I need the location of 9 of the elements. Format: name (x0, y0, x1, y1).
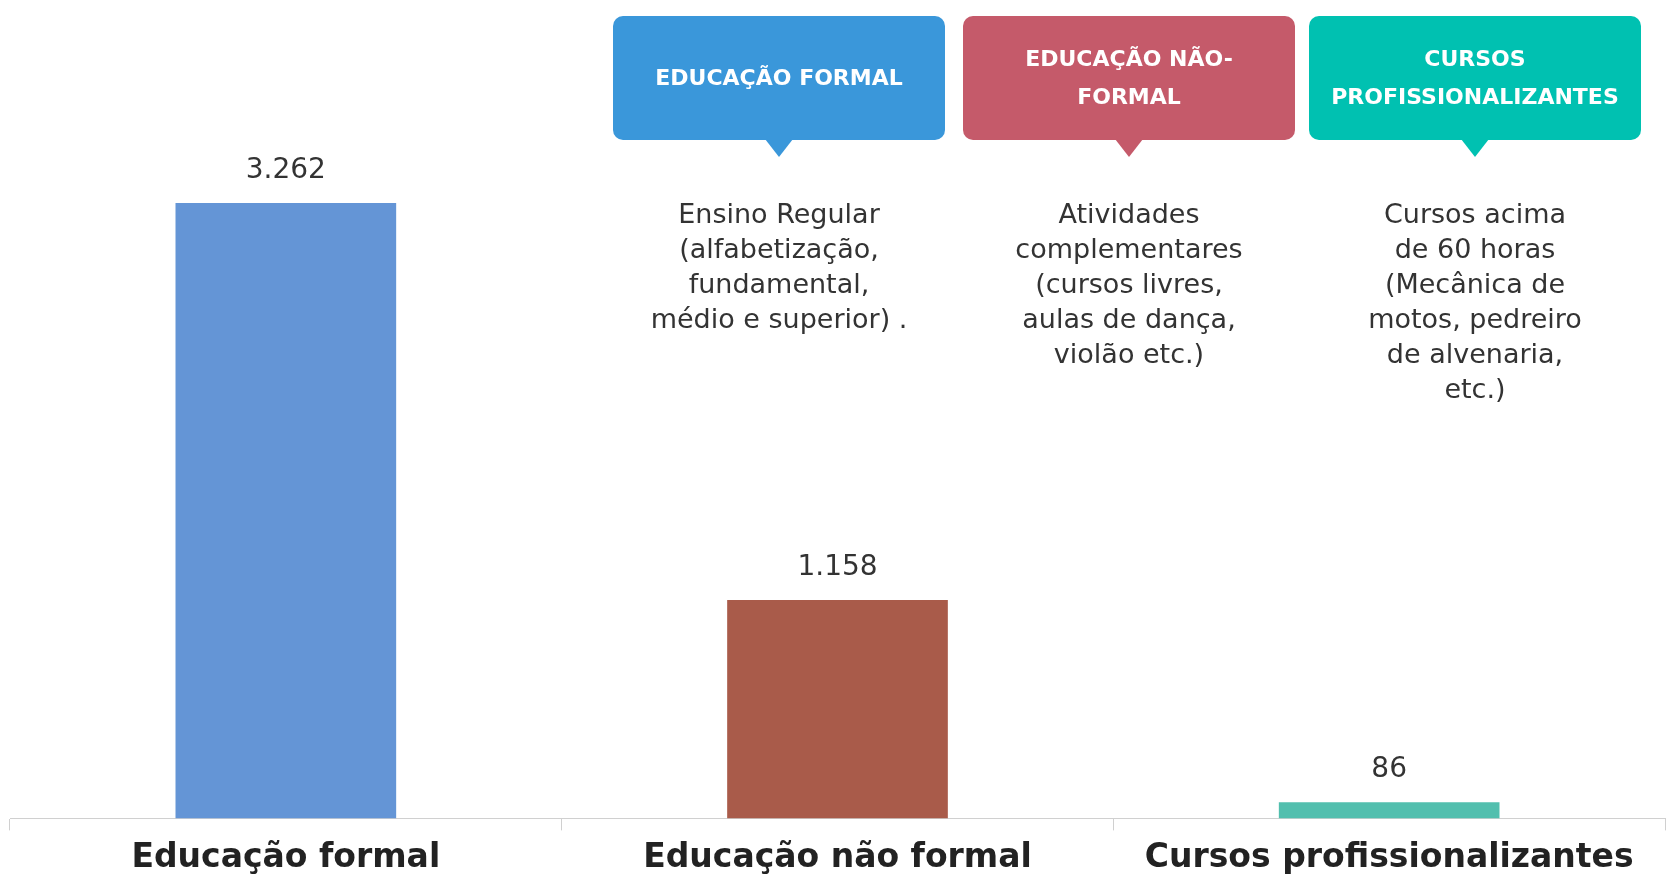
x-tick-label: Educação não formal (643, 835, 1032, 875)
annotation: Ensino Regular (alfabetização, fundamental, médio e superior) . (649, 197, 909, 336)
annotation: Atividades complementares (cursos livres, aulas de dança, violão etc.) (1014, 197, 1244, 371)
annotation: Cursos acima de 60 horas (Mecânica de motos, pedreiro de alvenaria, etc.) (1367, 197, 1583, 406)
data-label: 3.262 (245, 152, 326, 186)
x-tick-label: Cursos profissionalizantes (1144, 835, 1634, 875)
data-label: 86 (1371, 751, 1407, 785)
x-tick-label: Educação formal (131, 835, 441, 875)
data-label: 1.158 (797, 549, 878, 583)
